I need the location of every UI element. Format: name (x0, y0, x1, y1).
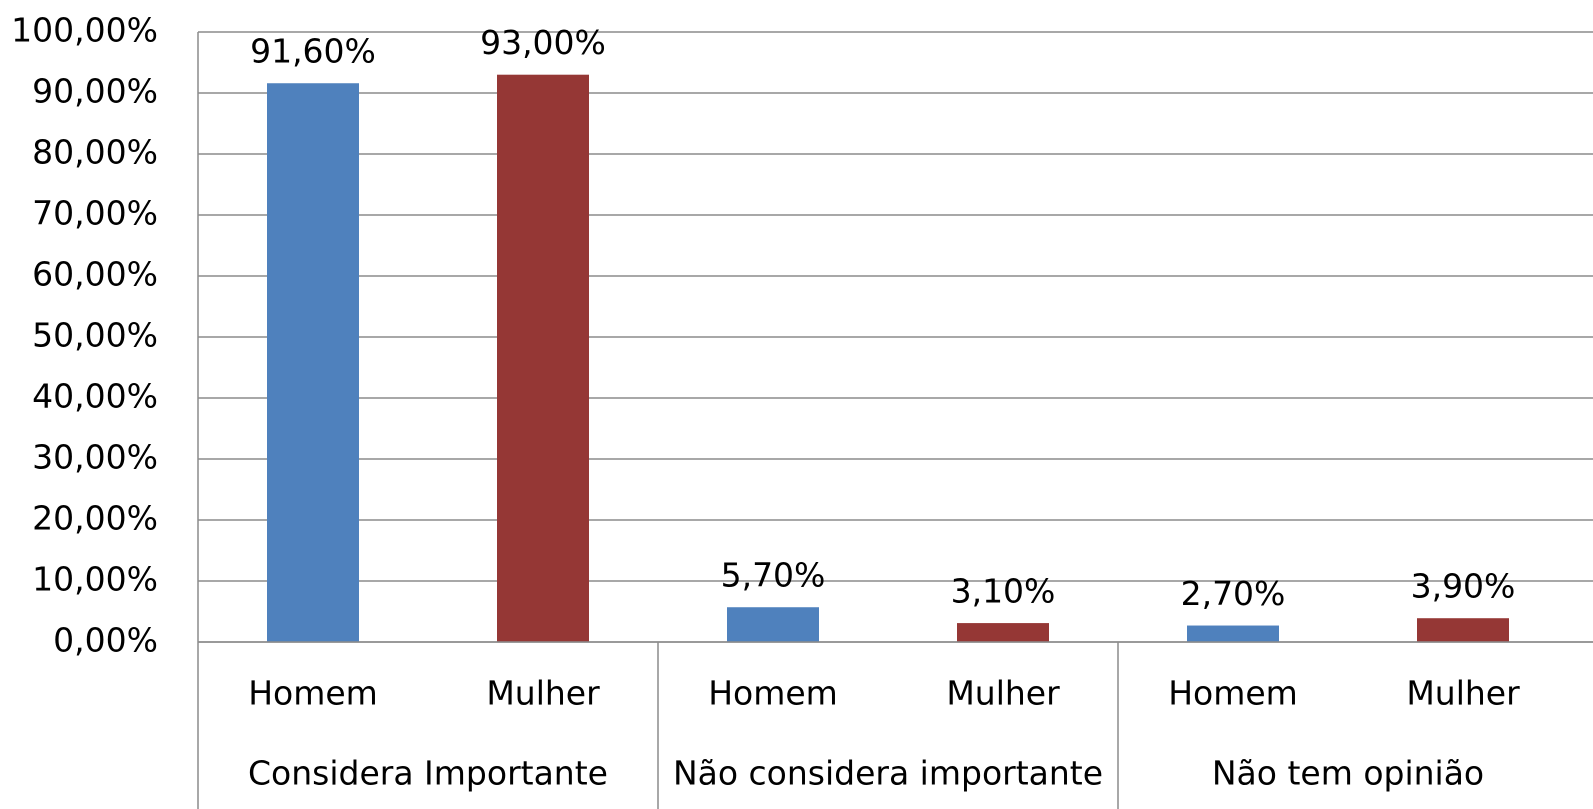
data-label: 3,90% (1411, 567, 1516, 606)
data-label: 91,60% (250, 32, 376, 71)
data-label: 3,10% (951, 572, 1056, 611)
group-label: Considera Importante (248, 754, 608, 793)
bar (1417, 618, 1509, 642)
x-tick-label: Mulher (486, 674, 600, 713)
x-tick-label: Mulher (1406, 674, 1520, 713)
y-tick-label: 60,00% (32, 255, 158, 294)
x-tick-label: Homem (708, 674, 838, 713)
y-tick-label: 70,00% (32, 194, 158, 233)
y-tick-label: 20,00% (32, 499, 158, 538)
bar (1187, 625, 1279, 642)
group-label: Não tem opinião (1212, 754, 1484, 793)
y-tick-label: 30,00% (32, 438, 158, 477)
bar (957, 623, 1049, 642)
group-label: Não considera importante (673, 754, 1103, 793)
bar (267, 83, 359, 643)
x-tick-label: Homem (248, 674, 378, 713)
y-tick-label: 80,00% (32, 133, 158, 172)
x-tick-label: Mulher (946, 674, 1060, 713)
y-tick-label: 50,00% (32, 316, 158, 355)
x-tick-label: Homem (1168, 674, 1298, 713)
y-tick-label: 10,00% (32, 560, 158, 599)
y-tick-label: 0,00% (53, 621, 158, 660)
y-tick-label: 90,00% (32, 72, 158, 111)
y-tick-label: 100,00% (11, 11, 158, 50)
bar (497, 74, 589, 642)
bar (727, 607, 819, 642)
y-tick-label: 40,00% (32, 377, 158, 416)
data-label: 93,00% (480, 23, 606, 62)
data-label: 2,70% (1181, 574, 1286, 613)
data-label: 5,70% (721, 556, 826, 595)
